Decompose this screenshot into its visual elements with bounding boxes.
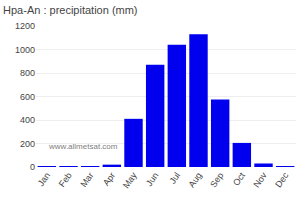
svg-text:400: 400 xyxy=(20,115,35,125)
svg-text:0: 0 xyxy=(30,162,35,172)
svg-text:200: 200 xyxy=(20,139,35,149)
svg-text:Mar: Mar xyxy=(78,170,95,188)
svg-text:Apr: Apr xyxy=(101,170,117,187)
svg-text:www.allmetsat.com: www.allmetsat.com xyxy=(48,142,118,151)
svg-text:Nov: Nov xyxy=(251,170,269,189)
svg-text:Jan: Jan xyxy=(36,170,53,188)
svg-text:Aug: Aug xyxy=(186,170,203,189)
svg-text:Oct: Oct xyxy=(231,170,248,188)
svg-text:Jun: Jun xyxy=(144,170,161,188)
svg-text:Feb: Feb xyxy=(57,170,74,188)
svg-text:Dec: Dec xyxy=(273,170,291,189)
svg-text:1200: 1200 xyxy=(15,21,35,31)
svg-text:Sep: Sep xyxy=(208,170,225,189)
svg-text:1000: 1000 xyxy=(15,45,35,55)
svg-text:600: 600 xyxy=(20,92,35,102)
svg-text:May: May xyxy=(121,170,139,190)
svg-text:Jul: Jul xyxy=(167,170,182,185)
svg-text:Hpa-An : precipitation (mm): Hpa-An : precipitation (mm) xyxy=(3,4,138,16)
svg-text:800: 800 xyxy=(20,68,35,78)
